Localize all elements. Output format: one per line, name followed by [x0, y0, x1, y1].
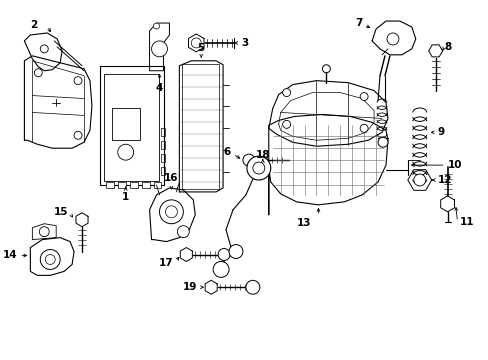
Circle shape: [228, 244, 243, 258]
Circle shape: [252, 162, 264, 174]
Bar: [161, 154, 165, 162]
Circle shape: [377, 137, 387, 147]
Polygon shape: [407, 170, 431, 190]
Polygon shape: [268, 114, 387, 215]
Circle shape: [386, 33, 398, 45]
Circle shape: [74, 131, 82, 139]
Bar: [161, 167, 165, 175]
Bar: [118, 182, 125, 188]
Text: 19: 19: [183, 282, 197, 292]
Polygon shape: [371, 21, 415, 55]
Circle shape: [246, 156, 270, 180]
Polygon shape: [179, 61, 223, 192]
Polygon shape: [76, 213, 88, 227]
Circle shape: [191, 38, 201, 48]
Text: 11: 11: [459, 217, 473, 227]
Circle shape: [40, 249, 60, 269]
Circle shape: [360, 93, 367, 100]
Text: 15: 15: [54, 207, 68, 217]
Text: 12: 12: [437, 175, 451, 185]
Text: 5: 5: [197, 43, 204, 53]
Polygon shape: [32, 224, 56, 240]
Text: 16: 16: [164, 173, 178, 183]
Circle shape: [177, 226, 189, 238]
Bar: [153, 182, 161, 188]
Bar: [161, 141, 165, 149]
Bar: [161, 129, 165, 136]
Polygon shape: [204, 280, 217, 294]
Bar: [129, 182, 137, 188]
Bar: [112, 108, 140, 140]
Circle shape: [360, 124, 367, 132]
Polygon shape: [149, 23, 169, 71]
Text: 14: 14: [3, 251, 18, 261]
Text: 2: 2: [30, 20, 38, 30]
Circle shape: [40, 45, 48, 53]
Polygon shape: [149, 188, 195, 242]
Bar: [103, 74, 159, 181]
Polygon shape: [440, 196, 453, 212]
Bar: [182, 64, 219, 189]
Text: 18: 18: [255, 150, 269, 160]
Circle shape: [39, 227, 49, 237]
Circle shape: [165, 206, 177, 218]
Text: 8: 8: [444, 42, 451, 52]
Text: 10: 10: [447, 160, 461, 170]
Text: 7: 7: [354, 18, 362, 28]
Text: 3: 3: [241, 38, 248, 48]
Circle shape: [45, 255, 55, 265]
Polygon shape: [180, 248, 192, 261]
Circle shape: [213, 261, 228, 277]
Polygon shape: [24, 33, 62, 71]
Text: 9: 9: [437, 127, 444, 137]
Polygon shape: [428, 45, 442, 57]
Polygon shape: [188, 34, 203, 52]
Circle shape: [74, 77, 82, 85]
Circle shape: [118, 144, 133, 160]
Polygon shape: [30, 238, 74, 275]
Circle shape: [159, 200, 183, 224]
Text: 13: 13: [297, 218, 311, 228]
Circle shape: [245, 280, 259, 294]
Polygon shape: [24, 56, 92, 148]
Bar: [105, 182, 114, 188]
Circle shape: [218, 248, 229, 261]
Text: 4: 4: [156, 83, 163, 93]
Circle shape: [243, 154, 254, 166]
Text: 6: 6: [224, 147, 230, 157]
Circle shape: [282, 120, 290, 129]
Circle shape: [34, 69, 42, 77]
Text: 1: 1: [122, 192, 129, 202]
Circle shape: [322, 65, 330, 73]
Circle shape: [282, 89, 290, 96]
Circle shape: [153, 23, 159, 29]
Polygon shape: [268, 81, 387, 146]
Bar: [100, 66, 164, 185]
Bar: [142, 182, 149, 188]
Circle shape: [151, 41, 167, 57]
Circle shape: [413, 174, 425, 186]
Text: 17: 17: [159, 258, 173, 269]
